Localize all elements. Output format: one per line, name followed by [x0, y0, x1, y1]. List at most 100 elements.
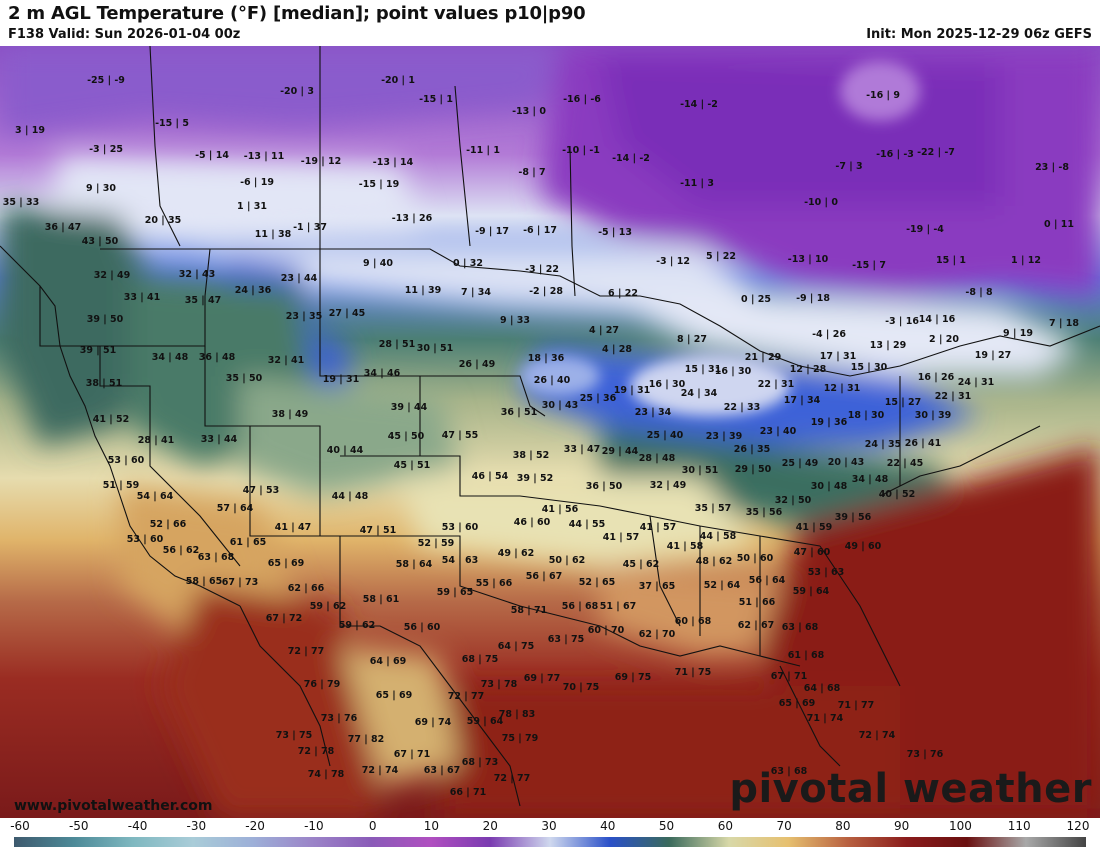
point-value-label: 62 | 67: [737, 620, 775, 631]
point-value-label: 53 | 63: [807, 567, 845, 578]
point-value-label: -11 | 1: [466, 145, 500, 156]
point-value-label: 24 | 36: [234, 285, 272, 296]
point-value-label: 22 | 31: [934, 391, 972, 402]
point-value-label: -6 | 17: [523, 225, 557, 236]
point-value-label: -3 | 16: [885, 316, 919, 327]
point-value-label: 51 | 67: [599, 601, 637, 612]
point-value-label: 47 | 60: [793, 547, 831, 558]
site-url[interactable]: www.pivotalweather.com: [14, 798, 213, 814]
point-value-label: 11 | 38: [254, 229, 292, 240]
point-value-label: 29 | 50: [734, 464, 772, 475]
point-value-label: 39 | 50: [86, 314, 124, 325]
point-value-label: 9 | 30: [86, 183, 116, 194]
point-value-label: 28 | 41: [137, 435, 175, 446]
point-value-label: 35 | 47: [184, 295, 222, 306]
point-value-label: -2 | 28: [529, 286, 563, 297]
point-value-label: 65 | 69: [267, 558, 305, 569]
point-value-label: 15 | 1: [936, 255, 966, 266]
color-scale-tick-label: 70: [776, 819, 792, 833]
point-value-label: 1 | 31: [237, 201, 267, 212]
point-value-label: 72 | 77: [287, 646, 325, 657]
point-value-label: 52 | 64: [703, 580, 741, 591]
point-value-label: 40 | 52: [878, 489, 916, 500]
point-value-label: 41 | 56: [541, 504, 579, 515]
point-value-label: -13 | 11: [243, 151, 285, 162]
point-value-label: 23 | 34: [634, 407, 672, 418]
point-value-label: 29 | 44: [601, 446, 639, 457]
point-value-label: 53 | 60: [441, 522, 479, 533]
point-value-label: 34 | 46: [363, 368, 401, 379]
point-value-label: -5 | 14: [195, 150, 229, 161]
point-value-label: 7 | 18: [1049, 318, 1079, 329]
point-value-label: 44 | 48: [331, 491, 369, 502]
point-value-label: 56 | 68: [561, 601, 599, 612]
point-value-label: 35 | 57: [694, 503, 732, 514]
color-scale-tick-label: 0: [368, 819, 377, 833]
point-value-label: 43 | 50: [81, 236, 119, 247]
point-value-label: 32 | 49: [649, 480, 687, 491]
point-value-label: 1 | 12: [1011, 255, 1041, 266]
point-value-label: 50 | 62: [548, 555, 586, 566]
point-value-label: 58 | 71: [510, 605, 548, 616]
point-value-label: 59 | 62: [309, 601, 347, 612]
point-value-label: 45 | 50: [387, 431, 425, 442]
pivotal-weather-logo: pivotal weather: [729, 766, 1092, 812]
point-value-label: 34 | 48: [851, 474, 889, 485]
point-value-label: 16 | 30: [714, 366, 752, 377]
point-value-label: 27 | 45: [328, 308, 366, 319]
point-value-label: 41 | 59: [795, 522, 833, 533]
point-value-label: 32 | 41: [267, 355, 305, 366]
point-value-label: 44 | 55: [568, 519, 606, 530]
point-value-label: 47 | 51: [359, 525, 397, 536]
point-value-label: 23 | 35: [285, 311, 323, 322]
point-value-label: 75 | 79: [501, 733, 539, 744]
map-title: 2 m AGL Temperature (°F) [median]; point…: [8, 3, 586, 24]
point-value-label: -13 | 26: [391, 213, 433, 224]
point-value-label: 67 | 71: [393, 749, 431, 760]
point-value-label: 69 | 77: [523, 673, 561, 684]
point-value-label: 71 | 77: [837, 700, 875, 711]
point-value-label: 17 | 34: [783, 395, 821, 406]
color-scale-tick-label: -40: [127, 819, 148, 833]
temperature-field: [0, 46, 1100, 818]
point-value-label: -15 | 5: [155, 118, 189, 129]
color-scale-tick-label: 30: [541, 819, 557, 833]
point-value-label: 62 | 70: [638, 629, 676, 640]
point-value-label: -9 | 18: [796, 293, 830, 304]
point-value-label: 39 | 44: [390, 402, 428, 413]
point-value-label: 73 | 76: [906, 749, 944, 760]
point-value-label: 33 | 41: [123, 292, 161, 303]
point-value-label: 0 | 25: [741, 294, 771, 305]
valid-time: F138 Valid: Sun 2026-01-04 00z: [8, 27, 241, 42]
point-value-label: 54 | 63: [441, 555, 479, 566]
point-value-label: 63 | 68: [197, 552, 235, 563]
point-value-label: 73 | 75: [275, 730, 313, 741]
point-value-label: 59 | 65: [436, 587, 474, 598]
point-value-label: -14 | -2: [612, 153, 650, 164]
point-value-label: -19 | -4: [906, 224, 944, 235]
point-value-label: 30 | 51: [681, 465, 719, 476]
point-value-label: 74 | 78: [307, 769, 345, 780]
point-value-label: 28 | 48: [638, 453, 676, 464]
point-value-label: 45 | 62: [622, 559, 660, 570]
point-value-label: 47 | 53: [242, 485, 280, 496]
point-value-label: 53 | 60: [126, 534, 164, 545]
point-value-label: 47 | 55: [441, 430, 479, 441]
point-value-label: 24 | 34: [680, 388, 718, 399]
color-scale-tick-label: -30: [186, 819, 207, 833]
point-value-label: 52 | 65: [578, 577, 616, 588]
point-value-label: 56 | 67: [525, 571, 563, 582]
color-scale-tick-label: 60: [717, 819, 733, 833]
point-value-label: 72 | 78: [297, 746, 335, 757]
color-scale-tick-label: 80: [835, 819, 851, 833]
point-value-label: 36 | 48: [198, 352, 236, 363]
point-value-label: -7 | 3: [835, 161, 863, 172]
temperature-map[interactable]: -25 | -9 -20 | 3 -20 | 1 -15 | 1 -16 | -6 -14…: [0, 46, 1100, 818]
point-value-label: 60 | 68: [674, 616, 712, 627]
point-value-label: 22 | 31: [757, 379, 795, 390]
point-value-label: 39 | 51: [79, 345, 117, 356]
point-value-label: 0 | 11: [1044, 219, 1074, 230]
point-value-label: -16 | -6: [563, 94, 601, 105]
point-value-label: 45 | 51: [393, 460, 431, 471]
point-value-label: 26 | 40: [533, 375, 571, 386]
